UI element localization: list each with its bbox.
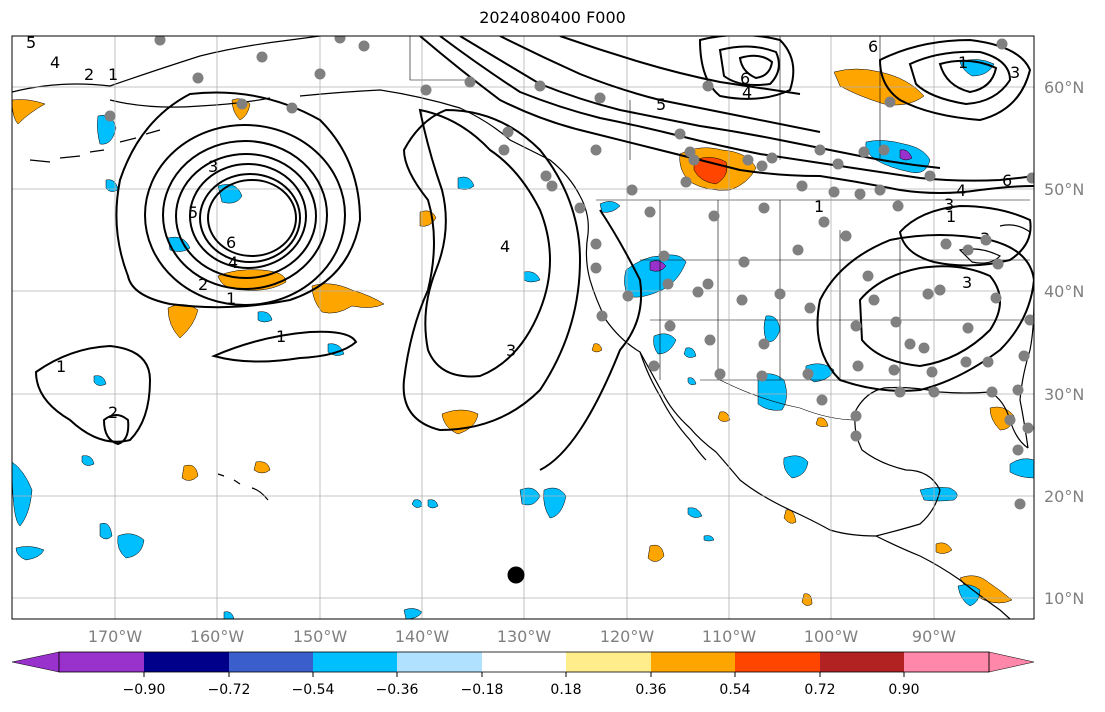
- colorbar-bin: [566, 652, 651, 672]
- contour-label: 1: [958, 53, 968, 72]
- colorbar-tick-label: 0.72: [804, 682, 836, 698]
- colorbar-tick-label: 0.90: [888, 682, 920, 698]
- contour-label: 2: [108, 403, 118, 422]
- plot-title: 2024080400 F000: [479, 8, 626, 27]
- colorbar: [11, 651, 1035, 677]
- lat-label: 10°N: [1044, 589, 1085, 608]
- contour-label: 1: [946, 207, 956, 226]
- colorbar-bin: [482, 652, 566, 672]
- contour-label: 6: [868, 37, 878, 56]
- colorbar-bin: [904, 652, 989, 672]
- contour-label: 4: [50, 53, 60, 72]
- colorbar-bin: [144, 652, 229, 672]
- contour-label: 6: [226, 233, 236, 252]
- contour-label: 2: [84, 65, 94, 84]
- colorbar-bin: [59, 652, 144, 672]
- contour-label: 1: [56, 357, 66, 376]
- colorbar-bin: [229, 652, 313, 672]
- contour-label: 3: [1010, 63, 1020, 82]
- colorbar-tick-label: −0.54: [291, 682, 335, 698]
- lat-label: 60°N: [1044, 78, 1085, 97]
- lat-label: 40°N: [1044, 282, 1085, 301]
- lat-label: 20°N: [1044, 487, 1085, 506]
- contour-label: 4: [228, 253, 238, 272]
- center-marker: [507, 566, 525, 584]
- contour-label: 5: [188, 203, 198, 222]
- contour-label: 3: [208, 157, 218, 176]
- contour-label: 3: [944, 195, 954, 214]
- lon-label: 150°W: [292, 627, 348, 646]
- gridlines: [12, 36, 1034, 619]
- political-borders: [409, 36, 1030, 421]
- contour-label: 5: [26, 33, 36, 52]
- lon-label: 110°W: [701, 627, 757, 646]
- colorbar-bin: [313, 652, 397, 672]
- colorbar-tick-label: 0.54: [719, 682, 751, 698]
- colorbar-extend-left: [11, 651, 60, 673]
- lon-label: 130°W: [496, 627, 552, 646]
- lon-label: 160°W: [189, 627, 245, 646]
- colorbar-tick-label: 0.18: [550, 682, 582, 698]
- contour-label: 2: [198, 275, 208, 294]
- contour-label: 3: [962, 273, 972, 292]
- colorbar-tick-label: −0.72: [207, 682, 251, 698]
- lon-label: 90°W: [911, 627, 957, 646]
- contour-label: 6: [1002, 171, 1012, 190]
- colorbar-bin: [735, 652, 820, 672]
- colorbar-extend-right: [988, 651, 1035, 673]
- colorbar-tick-label: 0.36: [635, 682, 667, 698]
- contour-labels: 5 4 2 1 3 5 6 4 2 1 1 2 4 3 5 6 4 6 1 6 …: [26, 33, 1020, 422]
- contour-label: 5: [656, 95, 666, 114]
- map-frame: [11, 35, 1035, 620]
- colorbar-bin: [397, 652, 482, 672]
- map-background: [12, 36, 1034, 619]
- contour-label: 1: [226, 289, 236, 308]
- contour-label: 1: [814, 197, 824, 216]
- station-markers: [104, 36, 1034, 510]
- contour-label: 4: [742, 83, 752, 102]
- contour-label: 4: [956, 181, 966, 200]
- lon-label: 170°W: [87, 627, 143, 646]
- lat-label: 30°N: [1044, 385, 1085, 404]
- lon-label: 120°W: [599, 627, 655, 646]
- coastlines: [12, 36, 1034, 619]
- contours: [34, 36, 1034, 471]
- colorbar-bin: [651, 652, 735, 672]
- colorbar-tick-label: −0.18: [460, 682, 504, 698]
- contour-label: 1: [276, 327, 286, 346]
- contour-label: 3: [506, 341, 516, 360]
- colorbar-tick-label: −0.90: [122, 682, 166, 698]
- contour-label: 1: [108, 65, 118, 84]
- lon-label: 100°W: [803, 627, 859, 646]
- colorbar-tick-label: −0.36: [375, 682, 419, 698]
- contour-label: 6: [740, 69, 750, 88]
- contour-label: 4: [500, 237, 510, 256]
- lon-label: 140°W: [394, 627, 450, 646]
- lat-label: 50°N: [1044, 180, 1085, 199]
- colorbar-bin: [820, 652, 904, 672]
